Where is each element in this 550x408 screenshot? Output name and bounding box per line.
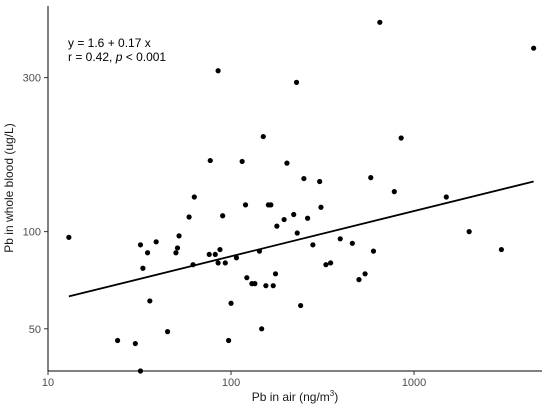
data-point	[398, 135, 404, 141]
data-point	[207, 157, 213, 164]
data-point	[298, 302, 304, 309]
data-point	[356, 277, 362, 283]
y-tick-label: 300	[23, 73, 41, 85]
data-point	[531, 45, 537, 51]
data-point	[242, 202, 249, 208]
data-point	[173, 250, 179, 256]
x-axis-title: Pb in air (ng/m3)	[252, 389, 339, 404]
x-axis-unit-prefix: (ng/m	[299, 390, 330, 404]
data-point	[206, 251, 212, 258]
data-point	[137, 368, 144, 374]
data-point	[263, 283, 269, 289]
data-point	[368, 175, 374, 181]
data-point	[144, 250, 151, 256]
regression-line	[68, 180, 534, 298]
data-point	[212, 251, 218, 258]
p-symbol: p	[115, 50, 123, 64]
data-point	[370, 248, 377, 254]
data-point	[377, 19, 383, 25]
data-point	[260, 133, 266, 140]
correlation-stats: r = 0.42, p < 0.001	[68, 50, 166, 64]
data-point	[132, 340, 138, 347]
data-point	[153, 239, 159, 245]
data-point	[268, 202, 274, 208]
data-point	[317, 178, 323, 185]
x-axis-unit-power: 3	[330, 389, 335, 398]
y-tick-label: 100	[23, 227, 41, 239]
data-point	[291, 211, 297, 218]
data-point	[252, 281, 258, 287]
data-point	[228, 300, 234, 306]
data-point	[66, 234, 72, 240]
data-point	[443, 194, 449, 200]
data-point	[293, 79, 300, 85]
regression-equation: y = 1.6 + 0.17 x	[68, 36, 151, 50]
data-point	[239, 158, 245, 165]
x-tick-label: 100	[222, 377, 240, 389]
data-point	[233, 255, 240, 261]
data-point	[222, 260, 228, 266]
data-point	[186, 214, 192, 220]
data-point	[391, 189, 397, 195]
data-point	[304, 215, 311, 221]
data-point	[215, 260, 221, 266]
correlation-suffix: < 0.001	[122, 50, 166, 64]
data-point	[164, 329, 171, 335]
data-points	[66, 19, 537, 374]
data-point	[270, 283, 276, 289]
x-tick-label: 1000	[402, 377, 426, 389]
data-point	[362, 271, 368, 277]
x-axis-title-text: Pb in air	[252, 390, 296, 404]
y-tick-label: 50	[29, 324, 41, 336]
data-point	[323, 262, 329, 268]
data-point	[328, 260, 334, 266]
data-point	[284, 160, 290, 166]
y-axis-title: Pb in whole blood (ug/L)	[2, 123, 16, 252]
data-point	[140, 265, 146, 271]
data-point	[176, 233, 182, 239]
regression-line-group	[68, 180, 534, 298]
data-point	[191, 194, 197, 200]
data-point	[349, 240, 355, 246]
data-point	[226, 337, 232, 344]
data-point	[498, 246, 504, 253]
correlation-prefix: r = 0.42,	[68, 50, 116, 64]
axes: 10 100 1000 50 100 300	[23, 6, 542, 389]
data-point	[310, 242, 316, 248]
data-point	[137, 242, 144, 248]
data-point	[174, 245, 181, 251]
data-point	[259, 326, 265, 332]
data-point	[466, 229, 472, 235]
x-axis-unit-suffix: )	[334, 390, 338, 404]
data-point	[217, 246, 223, 253]
data-point	[244, 275, 250, 281]
data-point	[318, 204, 324, 210]
data-point	[301, 175, 307, 182]
data-point	[281, 216, 287, 223]
data-point	[147, 298, 153, 304]
data-point	[274, 223, 280, 229]
data-point	[337, 236, 343, 242]
data-point	[272, 271, 279, 277]
data-point	[215, 68, 221, 74]
x-tick-label: 10	[42, 377, 54, 389]
data-point	[294, 230, 300, 236]
data-point	[114, 337, 121, 344]
data-point	[220, 213, 226, 219]
